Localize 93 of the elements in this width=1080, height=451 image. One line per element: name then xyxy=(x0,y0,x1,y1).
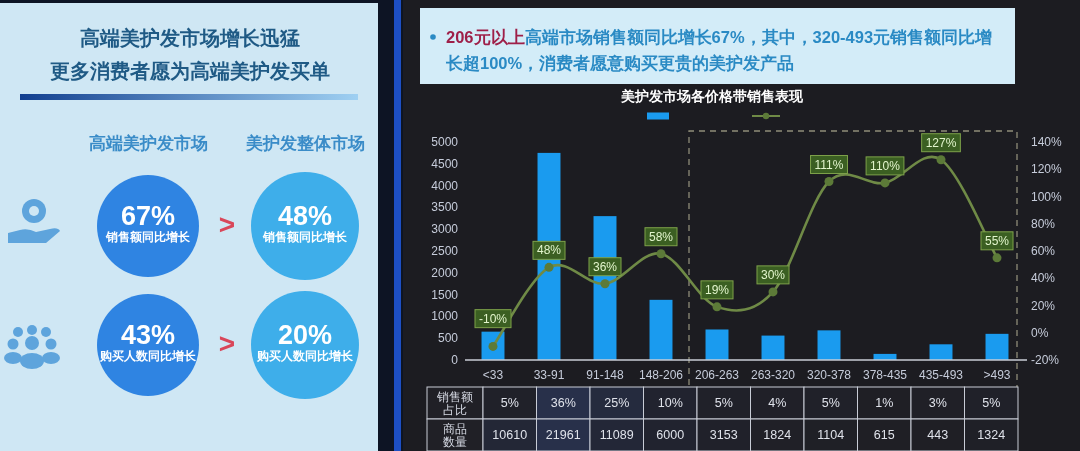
data-label: 5% xyxy=(982,396,1001,410)
x-tick-label: 91-148 xyxy=(586,368,624,382)
y-tick-label: 5000 xyxy=(431,135,459,149)
point xyxy=(992,253,1002,263)
data-label: 443 xyxy=(927,428,949,442)
data-label: 1104 xyxy=(817,428,845,442)
x-tick-label: 148-206 xyxy=(638,368,684,382)
data-label: 111% xyxy=(814,157,844,172)
data-label: 3153 xyxy=(709,428,738,442)
y-tick-label: 500 xyxy=(437,331,459,346)
point xyxy=(936,155,946,165)
x-tick-label: <33 xyxy=(482,368,504,382)
y-tick-label: 2500 xyxy=(431,244,459,258)
y2-tick-label: 0% xyxy=(1031,325,1049,340)
data-label: 36% xyxy=(550,396,576,410)
y-tick-label: 4500 xyxy=(431,156,459,171)
y-tick-label: 2000 xyxy=(431,265,459,280)
text: 销售额同比增长 xyxy=(262,230,348,244)
text: 48% xyxy=(277,201,333,231)
text: 购买人数同比增长 xyxy=(99,349,197,363)
text: > xyxy=(218,327,236,359)
data-label: 21961 xyxy=(545,428,581,442)
point xyxy=(656,249,666,259)
y-tick-label: 1500 xyxy=(431,287,459,302)
y-tick-label: 1000 xyxy=(431,309,459,324)
data-label: 5% xyxy=(714,396,733,410)
point xyxy=(600,279,610,289)
data-label: 19% xyxy=(704,282,730,297)
data-label: 48% xyxy=(536,243,562,258)
data-label: 615 xyxy=(873,428,895,442)
y2-tick-label: 40% xyxy=(1031,271,1056,286)
x-tick-label: 263-320 xyxy=(750,368,796,382)
x-tick-label: 378-435 xyxy=(862,368,908,382)
data-label: 1324 xyxy=(977,428,1006,442)
data-label: 55% xyxy=(984,233,1010,248)
text: 高端美护发市场增长迅猛 xyxy=(80,27,300,49)
point xyxy=(824,177,834,187)
bar xyxy=(817,330,841,360)
data-label: 3% xyxy=(928,396,947,410)
y2-tick-label: 120% xyxy=(1031,162,1063,177)
y-tick-label: 0 xyxy=(451,353,459,367)
data-label: 36% xyxy=(592,259,618,274)
y-tick-label: 销售额占比 xyxy=(436,389,473,417)
bar xyxy=(705,329,729,360)
bar xyxy=(649,299,673,360)
point xyxy=(544,262,554,272)
chart-title: 美护发市场各价格带销售表现 xyxy=(620,87,804,104)
y2-tick-label: -20% xyxy=(1031,353,1060,367)
x-tick-label: 206-263 xyxy=(694,368,740,382)
y2-tick-label: 20% xyxy=(1031,298,1056,313)
data-label: 127% xyxy=(925,135,957,150)
data-label: 4% xyxy=(768,396,787,410)
data-label: 58% xyxy=(648,229,674,244)
x-tick-label: 320-378 xyxy=(806,368,852,382)
text: 更多消费者愿为高端美护发买单 xyxy=(50,60,330,82)
y-tick-label: 3500 xyxy=(431,200,459,215)
text: 43% xyxy=(120,320,176,350)
y-tick-label: 4000 xyxy=(431,178,459,193)
data-label: 6000 xyxy=(656,428,685,442)
text: 67% xyxy=(120,201,176,231)
text: 销售额同比增长 xyxy=(105,230,191,244)
text: 20% xyxy=(277,320,333,350)
y2-tick-label: 140% xyxy=(1031,135,1063,149)
data-label: 25% xyxy=(604,396,630,410)
text: 高端美护发市场 xyxy=(88,133,208,153)
data-label: -10% xyxy=(478,311,508,326)
point xyxy=(768,287,778,297)
bar xyxy=(985,333,1009,360)
data-label: 1% xyxy=(875,396,894,410)
data-label: 10610 xyxy=(492,428,528,442)
x-tick-label: >493 xyxy=(983,368,1011,382)
x-tick-label: 435-493 xyxy=(918,368,964,382)
data-label: 5% xyxy=(500,396,519,410)
y-tick-label: 商品数量 xyxy=(443,421,467,449)
data-label: 11089 xyxy=(599,428,634,442)
data-label: 1824 xyxy=(763,428,792,442)
data-label: 5% xyxy=(821,396,840,410)
y-tick-label: 3000 xyxy=(431,222,459,237)
point xyxy=(712,302,722,312)
text: 购买人数同比增长 xyxy=(256,349,354,363)
data-label: 10% xyxy=(657,396,683,410)
data-label: 110% xyxy=(870,158,901,173)
bar xyxy=(761,335,785,360)
y2-tick-label: 80% xyxy=(1031,216,1056,231)
text: 美护发整体市场 xyxy=(244,133,365,153)
data-label: 30% xyxy=(760,267,786,282)
y2-tick-label: 100% xyxy=(1031,189,1063,204)
y2-tick-label: 60% xyxy=(1031,244,1056,258)
text: > xyxy=(218,208,236,240)
text: 206元以上高端市场销售额同比增长67%，其中，320-493元销售额同比增长超100%，消费者愿意购买更贵的美护发产品 xyxy=(445,28,993,73)
bar xyxy=(929,344,953,360)
x-tick-label: 33-91 xyxy=(533,368,565,382)
point xyxy=(880,178,890,188)
